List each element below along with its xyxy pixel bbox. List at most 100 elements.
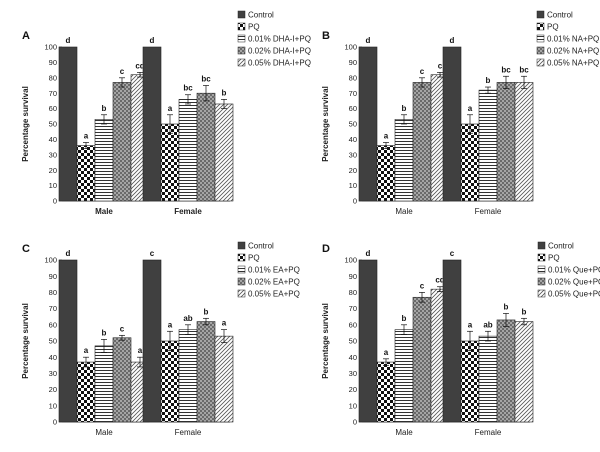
significance-letter: c — [450, 249, 455, 258]
legend-label: 0.01% DHA-I+PQ — [248, 35, 311, 44]
legend-swatch — [237, 22, 246, 31]
x-tick-label: Female — [475, 428, 502, 437]
legend-label: 0.02% Que+PQ — [548, 278, 600, 287]
x-tick-label: Female — [174, 207, 202, 216]
bar — [58, 259, 78, 423]
x-tick-label: Male — [395, 207, 413, 216]
y-axis-title: Percentage survival — [321, 86, 330, 162]
y-tick-label: 20 — [49, 166, 57, 175]
legend-swatch — [536, 34, 545, 43]
legend-label: PQ — [248, 254, 260, 263]
legend-swatch — [537, 241, 546, 250]
significance-letter: d — [450, 36, 455, 45]
y-tick-label: 40 — [349, 135, 357, 144]
legend-swatch — [237, 253, 246, 262]
bar — [94, 119, 114, 202]
significance-letter: d — [66, 249, 71, 258]
legend-label: Control — [548, 242, 574, 251]
bar — [514, 82, 534, 202]
legend-label: 0.01% EA+PQ — [248, 266, 300, 275]
legend: Control PQ 0.01% NA+PQ 0.02% NA+PQ 0.05% NA+… — [536, 10, 599, 68]
bar — [358, 46, 378, 202]
y-tick-label: 80 — [49, 288, 57, 297]
legend-swatch — [537, 265, 546, 274]
bar — [376, 361, 396, 423]
legend-swatch — [237, 277, 246, 286]
bar — [442, 46, 462, 202]
bar — [76, 145, 96, 202]
bar — [214, 103, 234, 202]
legend-swatch — [537, 277, 546, 286]
bar — [442, 259, 462, 423]
bar — [142, 259, 162, 423]
legend-label: PQ — [547, 23, 559, 32]
y-tick-label: 80 — [349, 73, 357, 82]
significance-letter: b — [402, 314, 407, 323]
y-tick-label: 80 — [49, 73, 57, 82]
x-tick-label: Male — [95, 207, 113, 216]
significance-letter: c — [120, 67, 125, 76]
bar — [496, 82, 516, 202]
legend-label: PQ — [548, 254, 560, 263]
significance-letter: b — [222, 88, 227, 97]
y-tick-label: 70 — [349, 89, 357, 98]
significance-letter: b — [402, 104, 407, 113]
y-tick-label: 90 — [49, 58, 57, 67]
y-tick-label: 50 — [49, 337, 57, 346]
legend-label: PQ — [248, 23, 260, 32]
significance-letter: d — [66, 36, 71, 45]
significance-letter: cd — [435, 276, 444, 285]
y-tick-label: 30 — [49, 150, 57, 159]
y-tick-label: 10 — [349, 181, 357, 190]
y-tick-label: 20 — [349, 385, 357, 394]
y-tick-label: 60 — [349, 320, 357, 329]
y-tick-label: 20 — [49, 385, 57, 394]
bar — [160, 340, 180, 423]
significance-letter: a — [84, 131, 89, 140]
bar — [196, 92, 216, 202]
significance-letter: bc — [501, 65, 511, 74]
y-tick-label: 60 — [49, 104, 57, 113]
y-tick-label: 90 — [49, 272, 57, 281]
bar — [112, 82, 132, 202]
y-tick-label: 70 — [349, 304, 357, 313]
y-tick-label: 0 — [353, 197, 357, 206]
significance-letter: a — [384, 348, 389, 357]
x-tick-label: Male — [95, 428, 113, 437]
bar — [412, 296, 432, 423]
y-tick-label: 40 — [49, 135, 57, 144]
x-tick-label: Female — [475, 207, 502, 216]
bar — [142, 46, 162, 202]
y-tick-label: 50 — [349, 120, 357, 129]
legend-label: 0.02% EA+PQ — [248, 278, 300, 287]
legend-swatch — [536, 10, 545, 19]
y-tick-label: 100 — [344, 43, 357, 52]
y-tick-label: 80 — [349, 288, 357, 297]
significance-letter: a — [384, 131, 389, 140]
y-tick-label: 10 — [349, 401, 357, 410]
bar — [112, 337, 132, 423]
y-axis-title: Percentage survival — [21, 86, 30, 162]
significance-letter: b — [102, 104, 107, 113]
significance-letter: a — [468, 104, 473, 113]
legend-label: 0.02% DHA-I+PQ — [248, 47, 311, 56]
panel-label: D — [322, 243, 330, 255]
significance-letter: a — [138, 346, 143, 355]
legend: Control PQ 0.01% Que+PQ 0.02% Que+PQ 0.05% Q… — [537, 241, 600, 299]
y-tick-label: 20 — [349, 166, 357, 175]
legend-label: 0.05% NA+PQ — [547, 59, 599, 68]
bar — [412, 82, 432, 202]
chart-panel-d: D 0 10 20 30 40 50 60 70 80 90 100 Percentage surviv… — [321, 242, 600, 438]
y-tick-label: 30 — [49, 369, 57, 378]
significance-letter: d — [366, 36, 371, 45]
y-axis-title: Percentage survival — [21, 303, 30, 379]
y-tick-label: 100 — [44, 43, 57, 52]
y-tick-label: 0 — [53, 197, 57, 206]
significance-letter: bc — [183, 84, 193, 93]
chart-panel-b: B 0 10 20 30 40 50 60 70 80 90 100 Percentage surviv… — [321, 11, 599, 217]
significance-letter: a — [222, 319, 227, 328]
y-tick-label: 50 — [49, 120, 57, 129]
legend-swatch — [536, 46, 545, 55]
y-axis-title: Percentage survival — [321, 303, 330, 379]
significance-letter: ab — [183, 314, 192, 323]
